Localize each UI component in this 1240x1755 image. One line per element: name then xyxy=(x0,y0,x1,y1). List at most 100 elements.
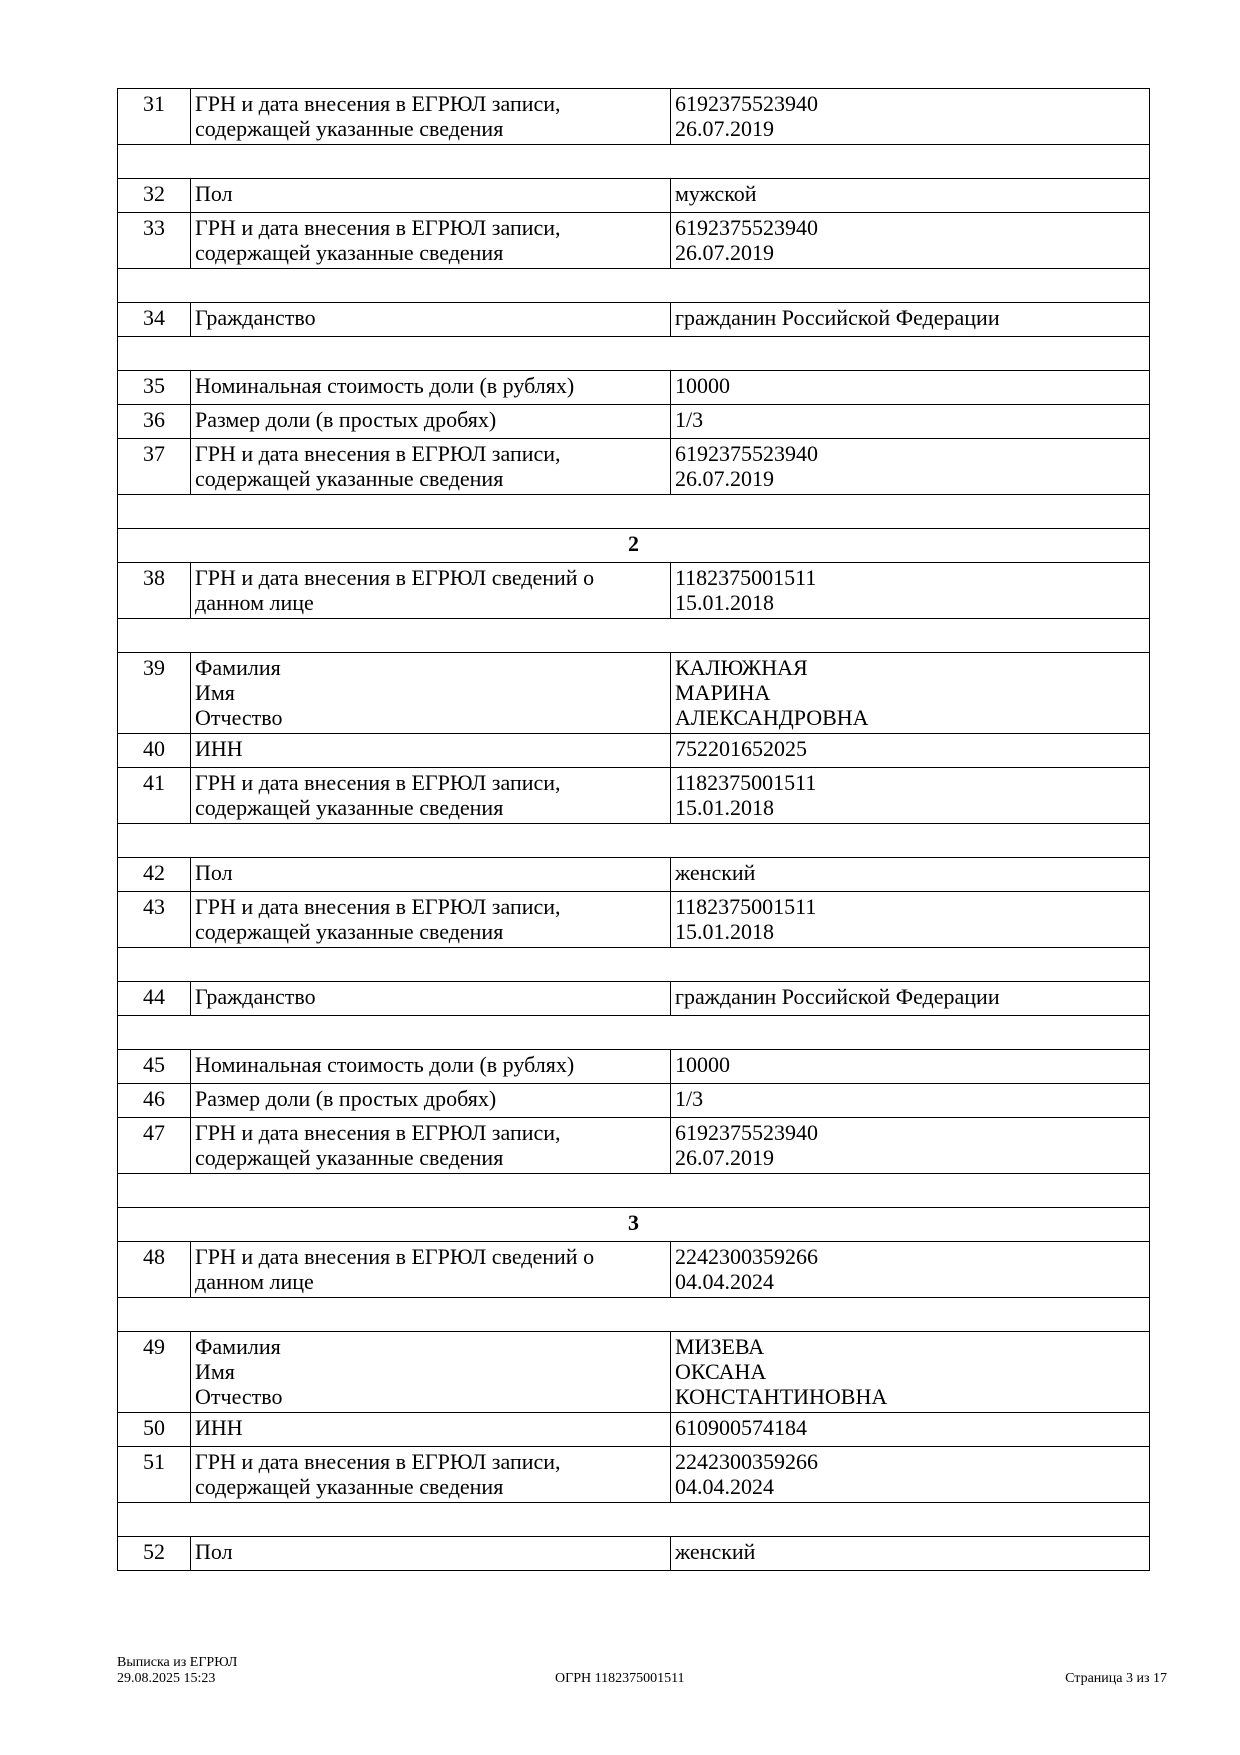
row-value: 1182375001511 15.01.2018 xyxy=(670,891,1150,948)
row-label: Фамилия Имя Отчество xyxy=(190,652,671,734)
empty-row xyxy=(117,618,1150,653)
table-row: 40 ИНН 752201652025 xyxy=(117,733,1150,768)
row-label: ГРН и дата внесения в ЕГРЮЛ записи, соде… xyxy=(190,1446,671,1503)
row-number: 48 xyxy=(117,1241,191,1298)
table-row: 34 Гражданство гражданин Российской Федера… xyxy=(117,302,1150,337)
table-row: 36 Размер доли (в простых дробях) 1/3 xyxy=(117,404,1150,439)
row-number: 35 xyxy=(117,370,191,405)
section-number: 3 xyxy=(117,1207,1150,1242)
row-number: 38 xyxy=(117,562,191,619)
row-number: 39 xyxy=(117,652,191,734)
empty-cell xyxy=(117,823,1150,858)
row-number: 47 xyxy=(117,1117,191,1174)
row-label: ГРН и дата внесения в ЕГРЮЛ записи, соде… xyxy=(190,1117,671,1174)
row-value: гражданин Российской Федерации xyxy=(670,302,1150,337)
row-number: 45 xyxy=(117,1049,191,1084)
row-value: 610900574184 xyxy=(670,1412,1150,1447)
footer-datetime: 29.08.2025 15:23 xyxy=(117,1671,216,1686)
row-label: Пол xyxy=(190,1536,671,1571)
row-label: Номинальная стоимость доли (в рублях) xyxy=(190,1049,671,1084)
row-value: МИЗЕВА ОКСАНА КОНСТАНТИНОВНА xyxy=(670,1331,1150,1413)
row-value: 10000 xyxy=(670,1049,1150,1084)
table-row: 52 Пол женский xyxy=(117,1536,1150,1571)
empty-row xyxy=(117,268,1150,303)
row-label: Гражданство xyxy=(190,302,671,337)
row-label: Размер доли (в простых дробях) xyxy=(190,404,671,439)
section-header-row: 3 xyxy=(117,1207,1150,1242)
empty-cell xyxy=(117,1297,1150,1332)
row-label: Номинальная стоимость доли (в рублях) xyxy=(190,370,671,405)
row-value: КАЛЮЖНАЯ МАРИНА АЛЕКСАНДРОВНА xyxy=(670,652,1150,734)
empty-cell xyxy=(117,144,1150,179)
row-number: 52 xyxy=(117,1536,191,1571)
empty-row xyxy=(117,1502,1150,1537)
row-label: Фамилия Имя Отчество xyxy=(190,1331,671,1413)
table-row: 38 ГРН и дата внесения в ЕГРЮЛ сведений о… xyxy=(117,562,1150,619)
empty-cell xyxy=(117,947,1150,982)
row-value: 10000 xyxy=(670,370,1150,405)
footer-page-number: Страница 3 из 17 xyxy=(1065,1671,1167,1686)
row-value: 1/3 xyxy=(670,404,1150,439)
row-label: ГРН и дата внесения в ЕГРЮЛ записи, соде… xyxy=(190,438,671,495)
table-row: 31 ГРН и дата внесения в ЕГРЮЛ записи, со… xyxy=(117,88,1150,145)
row-label: ГРН и дата внесения в ЕГРЮЛ записи, соде… xyxy=(190,212,671,269)
row-value: 2242300359266 04.04.2024 xyxy=(670,1241,1150,1298)
empty-row xyxy=(117,494,1150,529)
row-value: 6192375523940 26.07.2019 xyxy=(670,438,1150,495)
row-value: 752201652025 xyxy=(670,733,1150,768)
row-label: ГРН и дата внесения в ЕГРЮЛ записи, соде… xyxy=(190,891,671,948)
empty-row xyxy=(117,823,1150,858)
table-row: 44 Гражданство гражданин Российской Федера… xyxy=(117,981,1150,1016)
empty-row xyxy=(117,1015,1150,1050)
row-value: 1182375001511 15.01.2018 xyxy=(670,562,1150,619)
row-number: 33 xyxy=(117,212,191,269)
row-value: 1/3 xyxy=(670,1083,1150,1118)
row-label: ГРН и дата внесения в ЕГРЮЛ записи, соде… xyxy=(190,767,671,824)
row-number: 41 xyxy=(117,767,191,824)
row-label: ГРН и дата внесения в ЕГРЮЛ сведений о д… xyxy=(190,1241,671,1298)
footer-left: Выписка из ЕГРЮЛ 29.08.2025 15:23 xyxy=(117,1655,237,1687)
footer-doc-title: Выписка из ЕГРЮЛ xyxy=(117,1655,238,1670)
empty-cell xyxy=(117,1502,1150,1537)
footer-ogrn: ОГРН 1182375001511 xyxy=(555,1671,685,1686)
section-number: 2 xyxy=(117,528,1150,563)
row-value: 6192375523940 26.07.2019 xyxy=(670,212,1150,269)
table-row: 41 ГРН и дата внесения в ЕГРЮЛ записи, со… xyxy=(117,767,1150,824)
row-value: женский xyxy=(670,857,1150,892)
table-row: 39 Фамилия Имя Отчество КАЛЮЖНАЯ МАРИНА АЛ… xyxy=(117,652,1150,734)
row-label: Размер доли (в простых дробях) xyxy=(190,1083,671,1118)
row-number: 51 xyxy=(117,1446,191,1503)
section-header-row: 2 xyxy=(117,528,1150,563)
empty-cell xyxy=(117,618,1150,653)
egrul-table: 31 ГРН и дата внесения в ЕГРЮЛ записи, со… xyxy=(117,88,1150,1571)
empty-row xyxy=(117,1297,1150,1332)
row-number: 44 xyxy=(117,981,191,1016)
table-row: 46 Размер доли (в простых дробях) 1/3 xyxy=(117,1083,1150,1118)
table-row: 47 ГРН и дата внесения в ЕГРЮЛ записи, со… xyxy=(117,1117,1150,1174)
empty-row xyxy=(117,336,1150,371)
empty-row xyxy=(117,144,1150,179)
row-label: ГРН и дата внесения в ЕГРЮЛ записи, соде… xyxy=(190,88,671,145)
row-label: ИНН xyxy=(190,1412,671,1447)
row-label: Пол xyxy=(190,857,671,892)
empty-cell xyxy=(117,494,1150,529)
table-row: 42 Пол женский xyxy=(117,857,1150,892)
row-label: Пол xyxy=(190,178,671,213)
table-row: 49 Фамилия Имя Отчество МИЗЕВА ОКСАНА КОНС… xyxy=(117,1331,1150,1413)
table-row: 50 ИНН 610900574184 xyxy=(117,1412,1150,1447)
row-value: мужской xyxy=(670,178,1150,213)
row-number: 40 xyxy=(117,733,191,768)
table-row: 35 Номинальная стоимость доли (в рублях) 1… xyxy=(117,370,1150,405)
empty-row xyxy=(117,1173,1150,1208)
table-row: 32 Пол мужской xyxy=(117,178,1150,213)
row-number: 50 xyxy=(117,1412,191,1447)
row-number: 42 xyxy=(117,857,191,892)
table-row: 33 ГРН и дата внесения в ЕГРЮЛ записи, со… xyxy=(117,212,1150,269)
row-value: 6192375523940 26.07.2019 xyxy=(670,88,1150,145)
empty-cell xyxy=(117,1173,1150,1208)
row-number: 46 xyxy=(117,1083,191,1118)
table-row: 51 ГРН и дата внесения в ЕГРЮЛ записи, со… xyxy=(117,1446,1150,1503)
row-label: Гражданство xyxy=(190,981,671,1016)
row-value: гражданин Российской Федерации xyxy=(670,981,1150,1016)
row-number: 37 xyxy=(117,438,191,495)
